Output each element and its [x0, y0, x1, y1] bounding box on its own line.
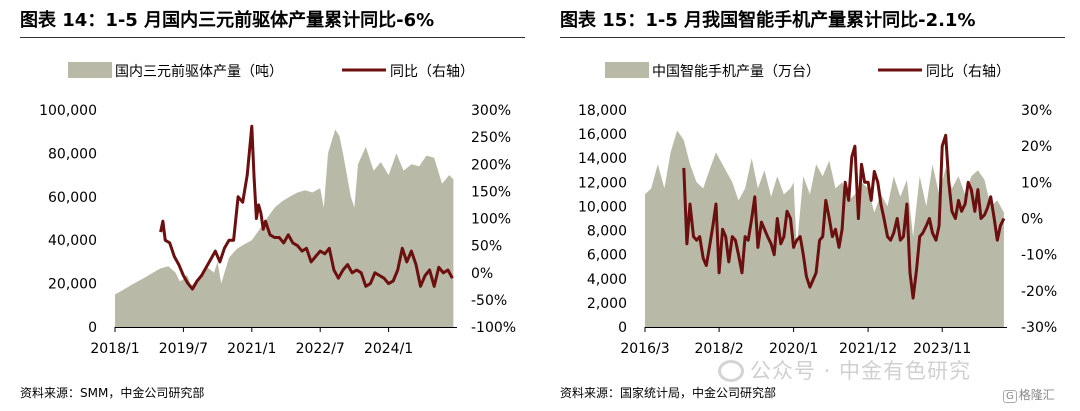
y-left-tick-label: 12,000: [578, 175, 627, 191]
y-left-tick-label: 80,000: [48, 146, 97, 162]
y-left-tick-label: 14,000: [578, 151, 627, 167]
badge-logo-icon: G: [1003, 390, 1017, 403]
badge-text: 格隆汇: [1018, 388, 1055, 402]
y-right-tick-label: -50%: [471, 293, 507, 309]
y-right-tick-label: 150%: [471, 184, 511, 200]
line-series: [682, 133, 1006, 300]
y-right-tick-label: -20%: [1021, 284, 1057, 300]
watermark-text: 公众号 · 中金有色研究: [750, 359, 972, 383]
y-left-tick-label: 4,000: [587, 272, 627, 288]
x-tick-label: 2021/1: [227, 341, 276, 357]
x-tick-label: 2019/7: [159, 341, 208, 357]
chart-source: 资料来源：SMM，中金公司研究部: [20, 386, 205, 400]
y-left-tick-label: 18,000: [578, 103, 627, 119]
x-tick-label: 2018/1: [90, 341, 139, 357]
legend-area-swatch: [605, 62, 649, 78]
y-right-tick-label: 250%: [471, 130, 511, 146]
title-divider: [560, 37, 1065, 38]
chart-svg: 中国智能手机产量（万台） 同比（右轴） 0 2,000 4,000 6,000 8,000 1…: [578, 62, 1057, 357]
y-left-tick-label: 16,000: [578, 127, 627, 143]
chart-title: 图表 15：1-5 月我国智能手机产量累计同比-2.1%: [560, 10, 976, 31]
y-right-tick-label: 0%: [1021, 212, 1043, 228]
chart-panel-left: 图表 14：1-5 月国内三元前驱体产量累计同比-6% 国内三元前驱体产量（吨）…: [20, 10, 525, 400]
badge: G 格隆汇: [1003, 386, 1055, 403]
legend-area-swatch: [68, 62, 112, 78]
x-tick-label: 2021/12: [839, 341, 897, 357]
y-right-tick-label: 100%: [471, 212, 511, 228]
x-tick-label: 2016/3: [620, 341, 669, 357]
y-left-tick-label: 10,000: [578, 199, 627, 215]
title-divider: [20, 37, 525, 38]
y-right-tick-label: -10%: [1021, 248, 1057, 264]
x-tick-label: 2020/1: [769, 341, 818, 357]
y-right-tick-label: 300%: [471, 103, 511, 119]
y-right-tick-label: 0%: [471, 266, 493, 282]
chart-source: 资料来源：国家统计局，中金公司研究部: [560, 386, 777, 400]
y-right-tick-label: -30%: [1021, 320, 1057, 336]
legend-line-label: 同比（右轴）: [390, 64, 474, 80]
y-right-tick-label: 30%: [1021, 103, 1052, 119]
wechat-icon: [718, 360, 744, 382]
line-series: [159, 124, 454, 291]
y-left-tick-label: 0: [618, 320, 627, 336]
legend-area-label: 国内三元前驱体产量（吨）: [115, 63, 283, 80]
y-right-tick-label: 200%: [471, 157, 511, 173]
y-left-tick-label: 20,000: [48, 277, 97, 293]
chart-title: 图表 14：1-5 月国内三元前驱体产量累计同比-6%: [20, 10, 435, 31]
x-tick-label: 2022/7: [296, 341, 345, 357]
legend-line-label: 同比（右轴）: [926, 64, 1010, 80]
y-right-tick-label: -100%: [471, 320, 516, 336]
legend-area-label: 中国智能手机产量（万台）: [652, 64, 820, 80]
y-left-tick-label: 100,000: [39, 103, 97, 119]
y-left-tick-label: 0: [88, 320, 97, 336]
y-right-tick-label: 50%: [471, 239, 502, 255]
y-left-tick-label: 2,000: [587, 296, 627, 312]
chart-panel-right: 图表 15：1-5 月我国智能手机产量累计同比-2.1% 中国智能手机产量（万台…: [540, 0, 1080, 411]
x-tick-label: 2018/2: [694, 341, 743, 357]
y-left-tick-label: 8,000: [587, 224, 627, 240]
chart-svg: 国内三元前驱体产量（吨） 同比（右轴） 0 20,000 40,000 60,000 80,…: [39, 62, 516, 357]
y-right-tick-label: 10%: [1021, 175, 1052, 191]
x-tick-label: 2023/11: [913, 341, 971, 357]
x-tick-label: 2024/1: [364, 341, 413, 357]
y-left-tick-label: 60,000: [48, 190, 97, 206]
y-left-tick-label: 40,000: [48, 233, 97, 249]
y-right-tick-label: 20%: [1021, 139, 1052, 155]
watermark: 公众号 · 中金有色研究: [718, 355, 971, 385]
area-series: [115, 129, 454, 327]
y-left-tick-label: 6,000: [587, 248, 627, 264]
